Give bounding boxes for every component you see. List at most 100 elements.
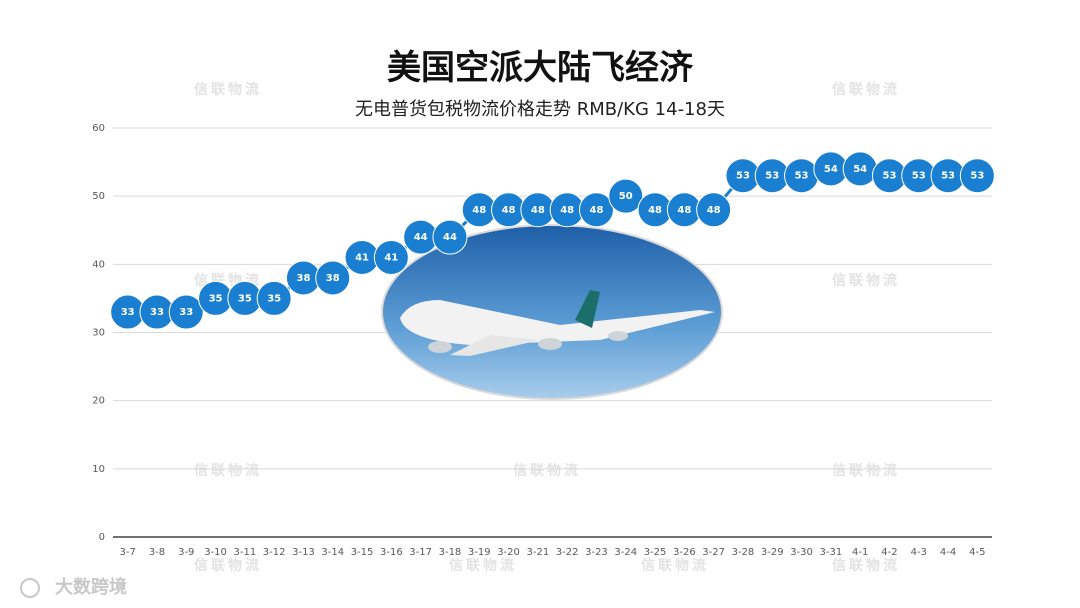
- chart-title: 美国空派大陆飞经济: [387, 48, 694, 88]
- logo-icon: [20, 578, 40, 598]
- x-tick-label: 3-25: [644, 547, 667, 558]
- plane-wing: [450, 335, 540, 356]
- watermark: 信联物流: [832, 272, 900, 289]
- data-label: 50: [619, 191, 633, 202]
- data-label: 48: [589, 205, 603, 216]
- data-label: 33: [150, 307, 164, 318]
- x-tick-label: 3-31: [819, 547, 842, 558]
- x-tick-label: 3-10: [204, 547, 227, 558]
- data-label: 54: [853, 164, 867, 175]
- x-tick-label: 3-15: [351, 547, 374, 558]
- data-label: 54: [824, 164, 838, 175]
- data-label: 48: [648, 205, 662, 216]
- watermark: 信联物流: [641, 557, 709, 574]
- plot: 33 33 33 35 35 35 38 38 41 41 44 44 48 48 48 48 48 50 48 48…: [110, 151, 995, 330]
- data-label: 35: [238, 293, 252, 304]
- marker: [315, 260, 351, 296]
- engine: [608, 331, 628, 341]
- marker: [608, 178, 644, 214]
- x-tick-label: 4-3: [911, 547, 927, 558]
- engine: [428, 341, 452, 353]
- logo-text: 大数跨境: [55, 576, 127, 598]
- x-tick-label: 3-8: [149, 547, 165, 558]
- marker: [696, 192, 732, 228]
- data-label: 53: [912, 171, 926, 182]
- data-label: 33: [179, 307, 193, 318]
- data-label: 48: [707, 205, 721, 216]
- data-label: 35: [209, 293, 223, 304]
- y-tick-label: 20: [92, 396, 105, 407]
- x-tick-label: 3-29: [761, 547, 784, 558]
- marker: [578, 192, 614, 228]
- marker: [256, 280, 292, 316]
- watermark: 信联物流: [832, 81, 900, 98]
- data-label: 44: [414, 232, 428, 243]
- x-tick-label: 3-9: [178, 547, 194, 558]
- x-tick-label: 3-14: [321, 547, 344, 558]
- x-tick-label: 3-21: [526, 547, 549, 558]
- x-tick-label: 3-19: [468, 547, 491, 558]
- data-label: 53: [941, 171, 955, 182]
- x-tick-label: 3-23: [585, 547, 608, 558]
- watermark: 信联物流: [513, 462, 581, 479]
- data-label: 53: [765, 171, 779, 182]
- x-tick-label: 4-1: [852, 547, 868, 558]
- data-label: 48: [677, 205, 691, 216]
- x-tick-label: 3-20: [497, 547, 520, 558]
- x-tick-label: 4-5: [969, 547, 985, 558]
- marker: [168, 294, 204, 330]
- y-tick-label: 30: [92, 328, 105, 339]
- x-tick-label: 3-11: [233, 547, 256, 558]
- data-label: 53: [795, 171, 809, 182]
- x-tick-label: 3-30: [790, 547, 813, 558]
- data-label: 38: [326, 273, 340, 284]
- data-label: 44: [443, 232, 457, 243]
- x-tick-label: 4-4: [940, 547, 956, 558]
- data-label: 48: [502, 205, 516, 216]
- data-label: 53: [970, 171, 984, 182]
- x-tick-label: 3-12: [263, 547, 286, 558]
- data-label: 41: [355, 253, 369, 264]
- y-tick-label: 60: [92, 123, 105, 134]
- data-label: 48: [560, 205, 574, 216]
- x-tick-label: 3-27: [702, 547, 725, 558]
- data-label: 33: [121, 307, 135, 318]
- x-tick-label: 3-24: [614, 547, 637, 558]
- marker: [373, 240, 409, 276]
- watermark: 信联物流: [832, 557, 900, 574]
- x-tick-label: 3-7: [119, 547, 135, 558]
- x-tick-label: 3-28: [732, 547, 755, 558]
- data-label: 35: [267, 293, 281, 304]
- x-tick-label: 3-26: [673, 547, 696, 558]
- x-tick-label: 3-22: [556, 547, 579, 558]
- marker: [959, 158, 995, 194]
- data-label: 53: [882, 171, 896, 182]
- data-label: 53: [736, 171, 750, 182]
- x-tick-label: 4-2: [881, 547, 897, 558]
- chart-subtitle: 无电普货包税物流价格走势 RMB/KG 14-18天: [355, 99, 725, 120]
- airplane-image: [381, 224, 723, 400]
- data-label: 48: [531, 205, 545, 216]
- watermark: 信联物流: [194, 557, 262, 574]
- watermark: 信联物流: [194, 462, 262, 479]
- x-tick-label: 3-18: [439, 547, 462, 558]
- x-tick-label: 3-13: [292, 547, 315, 558]
- y-tick-label: 0: [99, 532, 105, 543]
- y-tick-label: 50: [92, 191, 105, 202]
- engine: [538, 338, 562, 350]
- watermark: 信联物流: [832, 462, 900, 479]
- marker: [432, 219, 468, 255]
- x-tick-label: 3-16: [380, 547, 403, 558]
- y-tick-label: 40: [92, 259, 105, 270]
- watermark: 信联物流: [194, 81, 262, 98]
- data-label: 38: [296, 273, 310, 284]
- data-label: 41: [384, 253, 398, 264]
- watermark: 信联物流: [449, 557, 517, 574]
- x-tick-label: 3-17: [409, 547, 432, 558]
- plane-tail: [575, 290, 600, 328]
- y-tick-label: 10: [92, 464, 105, 475]
- plane-body: [400, 300, 715, 345]
- data-label: 48: [472, 205, 486, 216]
